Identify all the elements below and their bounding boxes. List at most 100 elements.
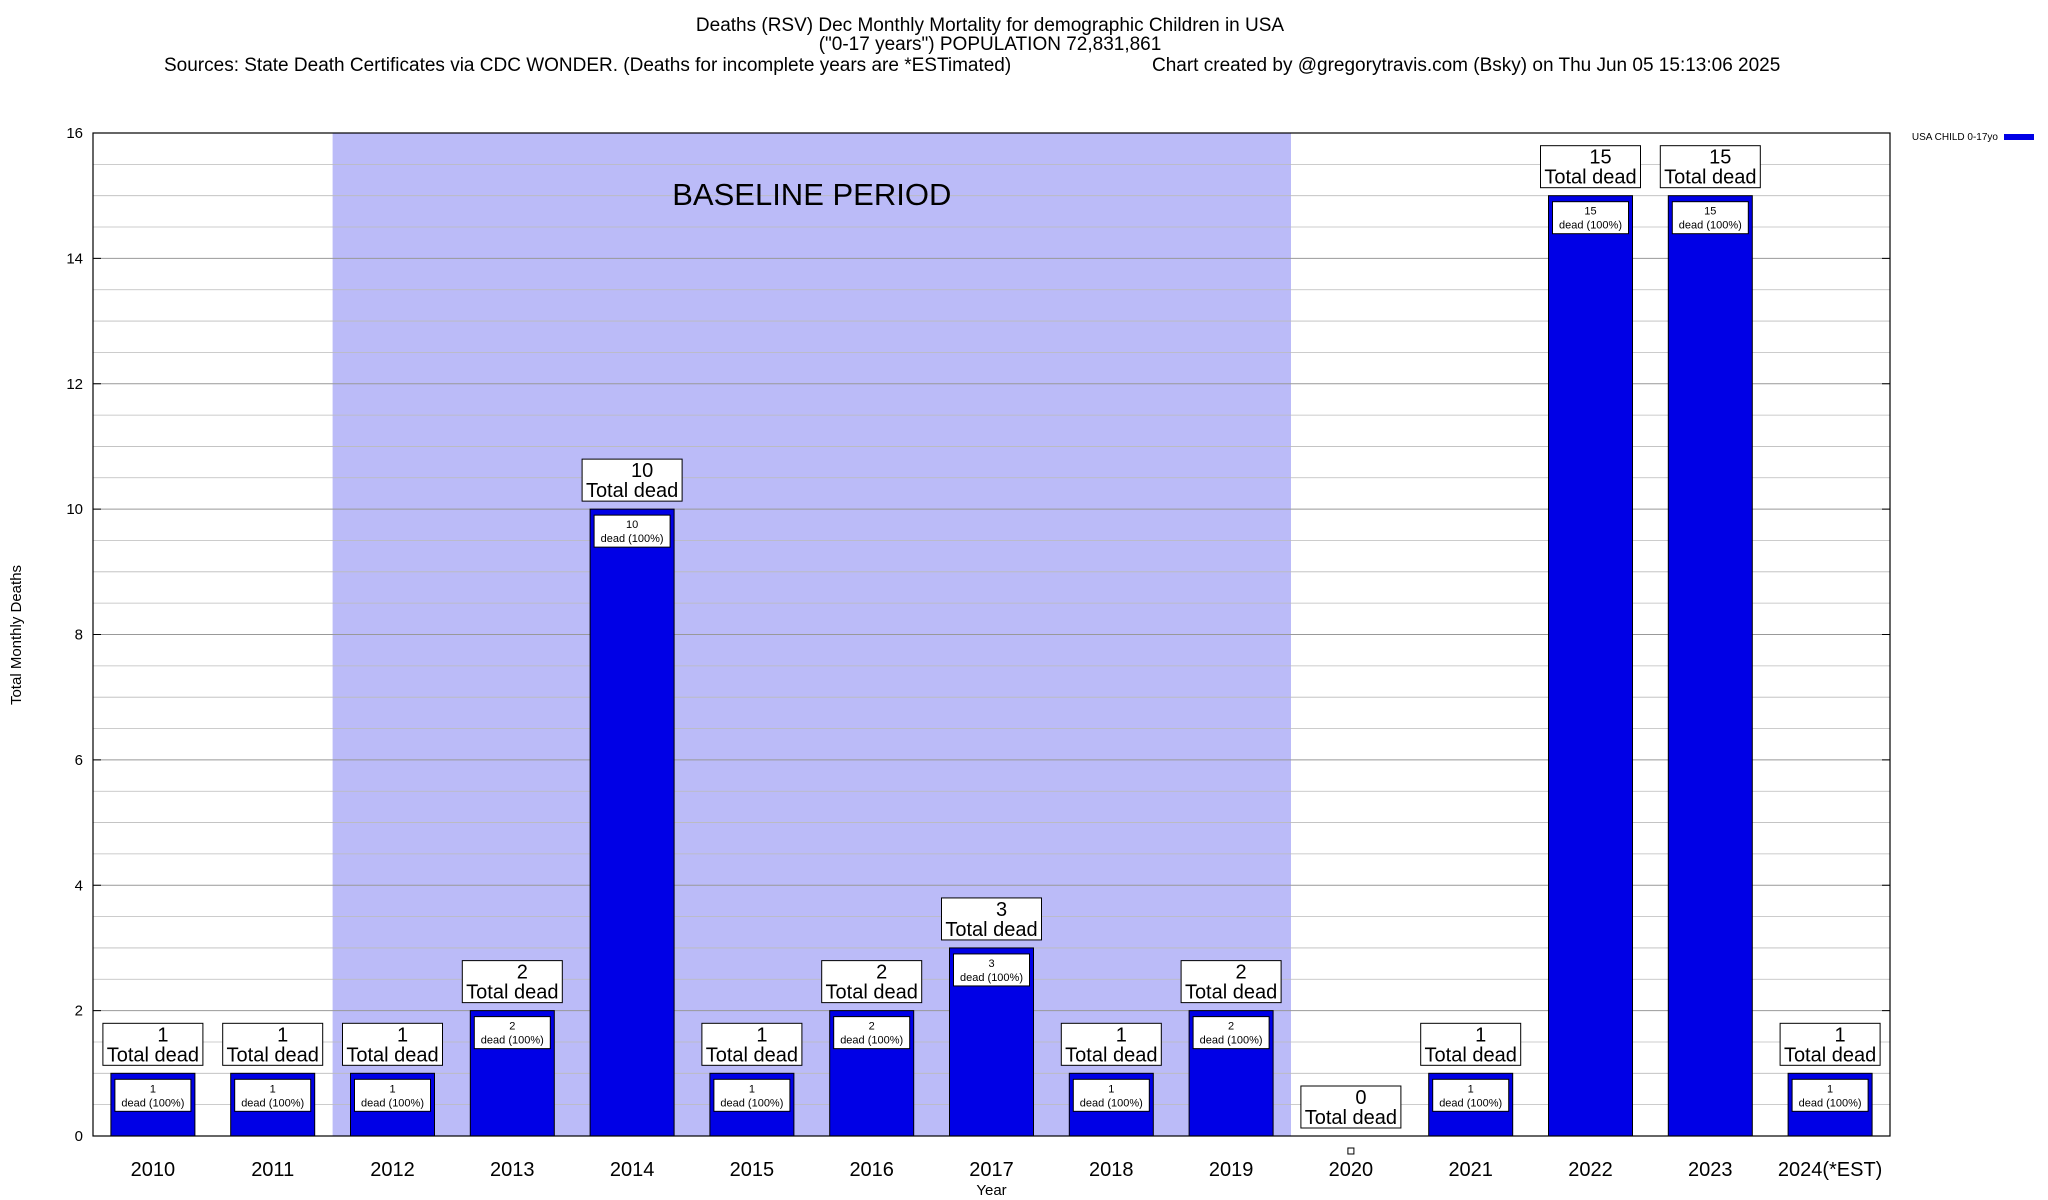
legend-swatch <box>2004 134 2034 140</box>
y-tick-label: 10 <box>66 501 83 518</box>
bar-total-label: Total dead <box>586 480 678 502</box>
bar-inner-value: 1 <box>270 1083 276 1095</box>
x-tick-label: 2010 <box>131 1159 176 1181</box>
bar-inner-label: dead (100%) <box>840 1035 903 1047</box>
bar-total-value: 1 <box>397 1024 408 1046</box>
x-tick-label: 2019 <box>1209 1159 1254 1181</box>
bar-total-label-box <box>342 1022 443 1066</box>
chart-title: Deaths (RSV) Dec Monthly Mortality for d… <box>696 15 1284 36</box>
bar-inner-value: 15 <box>1584 206 1596 218</box>
bar-inner-value: 15 <box>1704 206 1716 218</box>
y-tick-label: 6 <box>75 752 83 769</box>
bar-total-label: Total dead <box>706 1044 798 1066</box>
bar-inner-label: dead (100%) <box>241 1097 304 1109</box>
bar-inner-label-box <box>1552 201 1629 235</box>
bar-total-label-box <box>1779 1022 1881 1066</box>
bar <box>589 508 675 1137</box>
bar-inner-label: dead (100%) <box>121 1097 184 1109</box>
bar-total-value: 1 <box>1475 1024 1486 1046</box>
y-tick-label: 2 <box>75 1003 83 1020</box>
bar-total-label-box <box>941 897 1042 941</box>
y-tick-label: 16 <box>66 125 83 142</box>
bar-inner-label: dead (100%) <box>1080 1097 1143 1109</box>
x-tick-label: 2017 <box>969 1159 1014 1181</box>
bar-total-label: Total dead <box>1425 1044 1517 1066</box>
bar-total-value: 15 <box>1589 147 1611 169</box>
bar-total-label-box <box>1540 145 1641 189</box>
bar-inner-label: dead (100%) <box>1559 220 1622 232</box>
bar-inner-label-box <box>1671 201 1749 235</box>
x-tick-label: 2021 <box>1448 1159 1493 1181</box>
bar-inner-label-box <box>833 1016 911 1050</box>
y-tick-label: 8 <box>75 627 83 644</box>
bar-total-label-box <box>701 1022 803 1066</box>
bar-inner-value: 1 <box>1108 1083 1114 1095</box>
bar-total-label: Total dead <box>107 1044 199 1066</box>
bar-inner-label: dead (100%) <box>361 1097 424 1109</box>
bar-total-label-box <box>222 1022 324 1066</box>
bar-total-label-box <box>1659 145 1761 189</box>
chart-credit: Chart created by @gregorytravis.com (Bsk… <box>1152 55 1780 76</box>
bar-total-label-box <box>461 960 563 1004</box>
bar-total-label-box <box>821 960 923 1004</box>
bar-total-value: 1 <box>1835 1024 1846 1046</box>
bar-total-value: 1 <box>157 1024 168 1046</box>
bar-inner-value: 2 <box>1228 1021 1234 1033</box>
bar-total-label: Total dead <box>1065 1044 1157 1066</box>
bar-inner-label-box <box>114 1078 192 1112</box>
bar-total-label-box <box>581 458 683 502</box>
x-tick-label: 2016 <box>849 1159 894 1181</box>
bar-total-value: 1 <box>277 1024 288 1046</box>
bar <box>1667 195 1753 1137</box>
bar-inner-value: 1 <box>150 1083 156 1095</box>
x-tick-label: 2018 <box>1089 1159 1134 1181</box>
bar-inner-value: 1 <box>1468 1083 1474 1095</box>
bar-inner-label: dead (100%) <box>1799 1097 1862 1109</box>
x-tick-label: 2013 <box>490 1159 535 1181</box>
bar-inner-label-box <box>593 514 671 548</box>
bar-total-label: Total dead <box>346 1044 438 1066</box>
y-tick-label: 4 <box>75 877 83 894</box>
bar-inner-label-box <box>354 1078 431 1112</box>
bar-total-value: 2 <box>1236 962 1247 984</box>
bar-total-value: 2 <box>876 962 887 984</box>
y-axis-label: Total Monthly Deaths <box>8 565 25 705</box>
bar-inner-value: 1 <box>1827 1083 1833 1095</box>
bar-inner-value: 2 <box>869 1021 875 1033</box>
bar-inner-value: 2 <box>509 1021 515 1033</box>
chart-sources: Sources: State Death Certificates via CD… <box>164 55 1011 76</box>
bar-total-label: Total dead <box>1185 982 1277 1004</box>
y-tick-label: 0 <box>75 1128 83 1145</box>
legend-label: USA CHILD 0-17yo <box>1912 132 1999 143</box>
bar-inner-value: 1 <box>389 1083 395 1095</box>
bar-total-label: Total dead <box>227 1044 319 1066</box>
bar-total-label: Total dead <box>1305 1107 1397 1129</box>
x-tick-label: 2022 <box>1568 1159 1613 1181</box>
x-axis-label: Year <box>976 1182 1006 1199</box>
bar-total-label: Total dead <box>1664 167 1756 189</box>
bar-inner-value: 3 <box>988 958 994 970</box>
x-tick-label: 2014 <box>610 1159 655 1181</box>
bar-total-label-box <box>1180 960 1282 1004</box>
legend: USA CHILD 0-17yo <box>1912 132 2034 143</box>
bar-total-value: 1 <box>756 1024 767 1046</box>
bar-total-label-box <box>102 1022 204 1066</box>
x-tick-label: 2012 <box>370 1159 415 1181</box>
bar-inner-label-box <box>1432 1078 1510 1112</box>
